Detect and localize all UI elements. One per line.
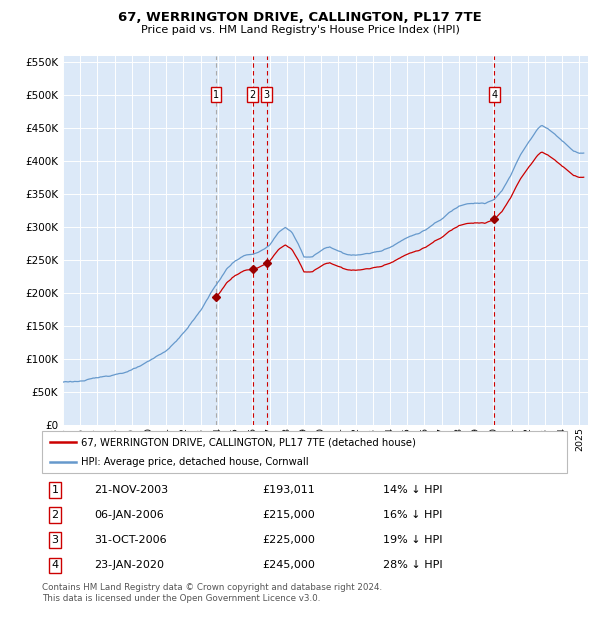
Text: 2: 2 — [52, 510, 59, 520]
Text: 2: 2 — [250, 89, 256, 100]
Text: This data is licensed under the Open Government Licence v3.0.: This data is licensed under the Open Gov… — [42, 594, 320, 603]
Text: Price paid vs. HM Land Registry's House Price Index (HPI): Price paid vs. HM Land Registry's House … — [140, 25, 460, 35]
Text: 19% ↓ HPI: 19% ↓ HPI — [383, 535, 443, 545]
Text: 06-JAN-2006: 06-JAN-2006 — [95, 510, 164, 520]
FancyBboxPatch shape — [42, 431, 567, 473]
Text: 28% ↓ HPI: 28% ↓ HPI — [383, 560, 443, 570]
Text: 3: 3 — [263, 89, 269, 100]
Text: 1: 1 — [52, 485, 59, 495]
Text: £225,000: £225,000 — [263, 535, 316, 545]
Text: 67, WERRINGTON DRIVE, CALLINGTON, PL17 7TE: 67, WERRINGTON DRIVE, CALLINGTON, PL17 7… — [118, 11, 482, 24]
Text: £193,011: £193,011 — [263, 485, 315, 495]
Text: £215,000: £215,000 — [263, 510, 315, 520]
Text: 31-OCT-2006: 31-OCT-2006 — [95, 535, 167, 545]
Text: £245,000: £245,000 — [263, 560, 316, 570]
Text: 67, WERRINGTON DRIVE, CALLINGTON, PL17 7TE (detached house): 67, WERRINGTON DRIVE, CALLINGTON, PL17 7… — [82, 437, 416, 447]
Text: 4: 4 — [491, 89, 497, 100]
Text: 23-JAN-2020: 23-JAN-2020 — [95, 560, 164, 570]
Text: 3: 3 — [52, 535, 59, 545]
Text: HPI: Average price, detached house, Cornwall: HPI: Average price, detached house, Corn… — [82, 457, 309, 467]
Text: 4: 4 — [52, 560, 59, 570]
Text: 21-NOV-2003: 21-NOV-2003 — [95, 485, 169, 495]
Text: 16% ↓ HPI: 16% ↓ HPI — [383, 510, 443, 520]
Text: 14% ↓ HPI: 14% ↓ HPI — [383, 485, 443, 495]
Text: 1: 1 — [213, 89, 219, 100]
Text: Contains HM Land Registry data © Crown copyright and database right 2024.: Contains HM Land Registry data © Crown c… — [42, 583, 382, 592]
